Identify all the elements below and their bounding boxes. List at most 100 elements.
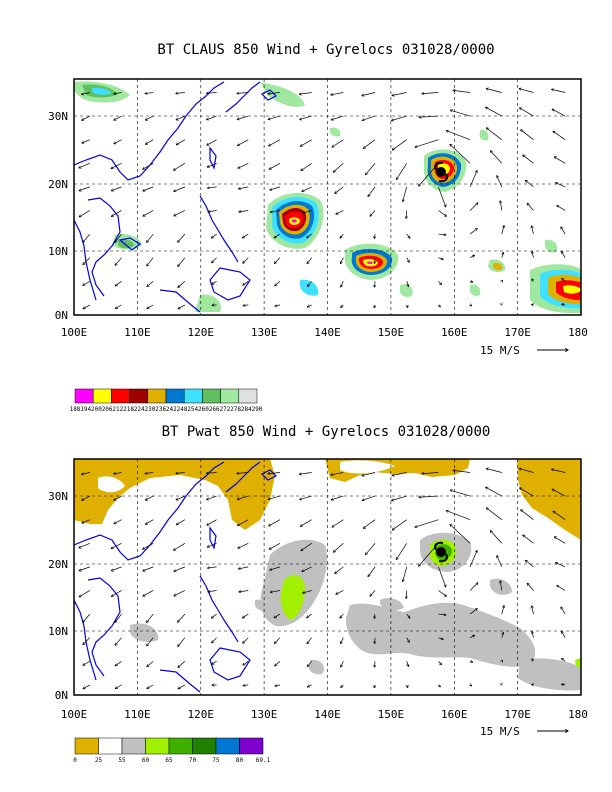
wind-arrow [207, 162, 217, 167]
wind-arrow [532, 251, 534, 258]
svg-text:10N: 10N [48, 625, 68, 638]
wind-arrow [341, 304, 344, 308]
svg-text:160E: 160E [441, 708, 468, 721]
wind-arrow [79, 542, 90, 548]
wind-arrow [147, 257, 154, 266]
wind-arrow [562, 658, 566, 662]
wind-arrow [270, 590, 281, 592]
colorbar-label: 60 [142, 757, 150, 764]
wind-arrow [79, 590, 91, 596]
svg-text:20N: 20N [48, 558, 68, 571]
wind-arrow [79, 186, 90, 191]
wind-arrow [374, 684, 375, 688]
colorbar-label: 236 [155, 406, 166, 413]
wind-arrow [553, 511, 566, 520]
colorbar-swatch [111, 388, 130, 404]
wind-arrow [300, 139, 312, 147]
wind-arrow [335, 186, 344, 194]
wind-arrow [238, 519, 249, 526]
svg-text:30N: 30N [48, 490, 68, 503]
wind-arrow [79, 566, 90, 571]
wind-arrow [438, 258, 443, 260]
wind-arrow [561, 251, 566, 258]
wind-arrow [370, 210, 376, 216]
wind-arrow [438, 590, 446, 596]
lat-labels: 30N 20N 10N 0N [48, 110, 68, 322]
wind-arrow [207, 115, 217, 120]
wind-arrow [268, 495, 281, 499]
wind-arrow [212, 660, 217, 664]
svg-text:10N: 10N [48, 245, 68, 258]
wind-arrow [396, 163, 408, 179]
wind-arrow [238, 542, 249, 548]
wind-arrow [469, 281, 473, 282]
wind-arrow [83, 613, 91, 622]
wind-arrow [275, 281, 281, 286]
wind-arrow [532, 279, 534, 281]
wind-arrow [521, 510, 534, 520]
svg-text:100E: 100E [61, 326, 88, 339]
wind-arrow [340, 613, 344, 618]
wind-arrow [270, 186, 281, 190]
wind-arrow [450, 110, 471, 117]
wind-arrow [521, 130, 534, 140]
wind-arrow [469, 583, 478, 591]
wind-arrow [238, 186, 249, 189]
colorbar-swatch [98, 737, 123, 755]
wind-arrow [340, 637, 344, 644]
colorbar-label: 55 [118, 757, 126, 764]
wind-arrow [363, 139, 376, 149]
wind-arrow [519, 89, 534, 93]
wind-arrow [363, 519, 376, 529]
lon-labels: 100E 110E 120E 130E 140E 150E 160E 170E … [61, 326, 588, 339]
wind-arrow [438, 661, 441, 664]
svg-text:120E: 120E [188, 326, 215, 339]
wind-arrow [143, 566, 154, 571]
wind-arrow [486, 469, 502, 473]
wind-arrow [562, 684, 566, 685]
wind-arrow [178, 304, 186, 309]
wind-arrow [212, 257, 217, 263]
gridlines [74, 459, 581, 695]
wind-arrow [111, 210, 122, 216]
colorbar-label: 260 [198, 406, 209, 413]
wind-arrow [239, 590, 249, 591]
wind-arrow [469, 203, 478, 211]
wind-arrow [519, 469, 534, 473]
wind-arrow [178, 233, 186, 242]
wind-arrow [391, 495, 407, 500]
wind-arrow [269, 519, 281, 526]
wind-arrow [307, 233, 312, 238]
wind-arrow [178, 257, 186, 267]
wind-arrow [79, 162, 90, 168]
wind-arrow [331, 472, 344, 474]
svg-text:15 M/S: 15 M/S [480, 344, 520, 357]
wind-arrow [497, 176, 503, 188]
wind-arrow [486, 508, 502, 520]
wind-arrow [331, 495, 344, 500]
colorbar-swatch [202, 388, 221, 404]
wind-arrow [556, 183, 566, 188]
wind-arrow [532, 659, 534, 661]
wind-arrow [453, 90, 471, 93]
wind-arrow [147, 637, 154, 646]
wind-arrow [237, 115, 249, 119]
wind-arrow [176, 472, 185, 473]
wind-arrow [145, 115, 154, 120]
wind-arrow [557, 205, 566, 211]
wind-arrow [450, 524, 471, 544]
wind-arrow [532, 631, 534, 638]
wind-arrow [145, 495, 154, 500]
wind-arrow [525, 180, 534, 188]
wind-arrow [340, 233, 344, 238]
colorbar-label: 272 [219, 406, 230, 413]
colorbar-swatch [129, 388, 149, 404]
colorbar-label: 194 [80, 406, 91, 413]
colorbar-label: 65 [165, 757, 173, 764]
wind-arrow [275, 685, 281, 686]
wind-arrow [500, 201, 503, 211]
wind-arrow [501, 605, 504, 615]
wind-arrow [178, 613, 186, 622]
wind-arrow [83, 304, 91, 309]
wind-arrow [374, 304, 375, 308]
